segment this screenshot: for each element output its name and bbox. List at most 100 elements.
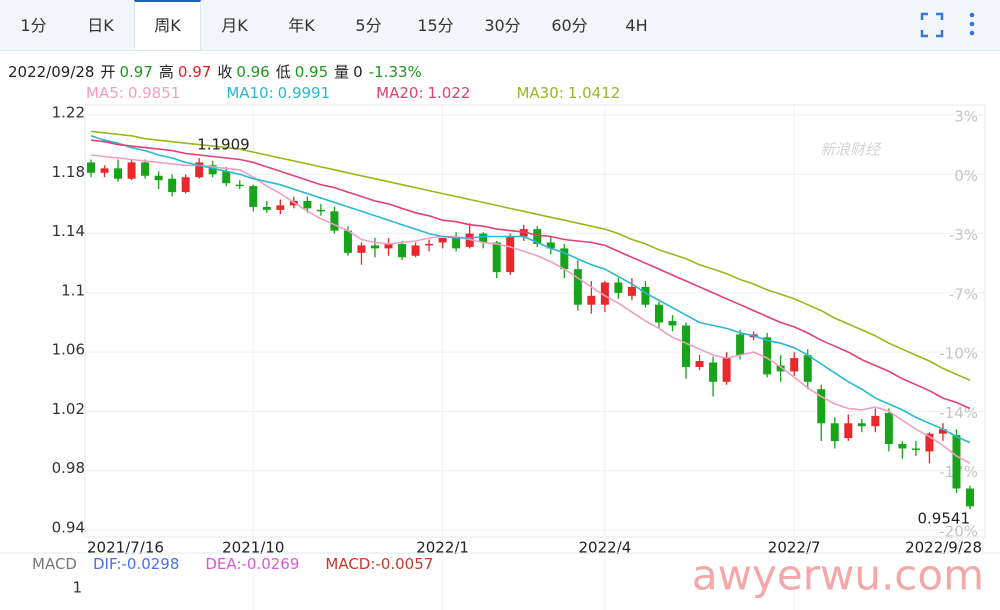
more-icon-dot bbox=[969, 21, 975, 27]
y2-tick-label: -10% bbox=[939, 345, 978, 363]
info-value: 0 bbox=[353, 63, 363, 81]
candle-body bbox=[803, 355, 812, 382]
plot-frame bbox=[84, 104, 986, 538]
legend-value: 1.0412 bbox=[567, 84, 621, 102]
ma-line bbox=[90, 135, 971, 444]
candle-body bbox=[398, 243, 407, 258]
tab[interactable]: 1分 bbox=[20, 16, 47, 35]
tab[interactable]: 15分 bbox=[417, 16, 454, 35]
tab[interactable]: 60分 bbox=[551, 16, 588, 35]
macd-tick-label: 1 bbox=[72, 579, 82, 597]
candle-body bbox=[722, 358, 731, 382]
quote-info: 2022/09/28 开 0.97 高 0.97 收 0.96 低 0.95 量 0 -1.33% bbox=[8, 61, 428, 82]
ma-line bbox=[90, 139, 971, 410]
tab[interactable]: 4H bbox=[625, 16, 648, 35]
candle-body bbox=[709, 362, 718, 382]
info-value: 0.95 bbox=[294, 63, 329, 81]
macd-title: MACD bbox=[32, 555, 77, 573]
x-tick-label: 2022/4 bbox=[578, 539, 631, 557]
candle-body bbox=[208, 165, 217, 175]
legend-name: MA10: bbox=[226, 84, 274, 102]
candle-body bbox=[587, 295, 596, 305]
y-tick-label: 1.22 bbox=[52, 104, 85, 122]
candle-body bbox=[506, 236, 515, 273]
y2-tick-label: -17% bbox=[939, 463, 978, 481]
candle-body bbox=[303, 200, 312, 209]
toolbar-icons bbox=[920, 12, 975, 38]
macd-name: MACD: bbox=[325, 555, 376, 573]
candle-body bbox=[871, 415, 880, 427]
fullscreen-icon[interactable] bbox=[920, 12, 944, 38]
tab[interactable]: 年K bbox=[288, 16, 315, 35]
candle-body bbox=[425, 243, 434, 246]
candle-body bbox=[370, 245, 379, 249]
info-label: 高 bbox=[158, 63, 174, 81]
legend-name: MA30: bbox=[516, 84, 564, 102]
y2-tick-label: -14% bbox=[939, 404, 978, 422]
tab[interactable]: 5分 bbox=[355, 16, 382, 35]
watermark: 新浪财经 bbox=[820, 141, 882, 159]
info-label: 开 bbox=[100, 63, 116, 81]
y2-tick-label: -7% bbox=[949, 285, 978, 303]
candle-body bbox=[600, 282, 609, 305]
candle-body bbox=[519, 229, 528, 237]
candle-body bbox=[749, 334, 758, 338]
macd-name: DEA: bbox=[205, 555, 242, 573]
info-value: 0.97 bbox=[177, 63, 212, 81]
x-tick-label: 2022/7 bbox=[768, 539, 821, 557]
macd-value: -0.0057 bbox=[375, 555, 434, 573]
candle-body bbox=[911, 448, 920, 450]
candle-body bbox=[195, 162, 204, 178]
y-tick-label: 0.94 bbox=[52, 519, 85, 537]
tab[interactable]: 日K bbox=[87, 16, 114, 35]
candle-body bbox=[465, 233, 474, 247]
y2-tick-label: 3% bbox=[954, 108, 978, 126]
ma-line bbox=[90, 154, 971, 465]
candle-body bbox=[438, 238, 447, 243]
candle-body bbox=[479, 233, 488, 243]
candle-body bbox=[316, 209, 325, 212]
candle-body bbox=[844, 423, 853, 439]
candle-body bbox=[857, 423, 866, 427]
more-icon[interactable] bbox=[969, 12, 975, 18]
candle-body bbox=[330, 211, 339, 231]
ma-legend: MA5: 0.9851 MA10: 0.9991 MA20: 1.022 MA30: 1.04… bbox=[86, 84, 620, 102]
high-label: 1.1909 bbox=[197, 136, 250, 154]
candle-body bbox=[830, 423, 839, 442]
legend-value: 0.9991 bbox=[277, 84, 331, 102]
x-tick-label: 2021/7/16 bbox=[87, 539, 164, 557]
candle-body bbox=[141, 162, 150, 176]
candle-body bbox=[222, 171, 231, 184]
info-label: 收 bbox=[217, 63, 233, 81]
info-value: 0.96 bbox=[236, 63, 270, 81]
candle-body bbox=[736, 334, 745, 356]
candle-body bbox=[289, 200, 298, 206]
date: 2022/09/28 bbox=[8, 63, 95, 81]
candle-body bbox=[262, 206, 271, 210]
candle-body bbox=[114, 168, 123, 179]
tab[interactable]: 周K bbox=[134, 0, 201, 50]
candle-body bbox=[925, 433, 934, 452]
candle-body bbox=[884, 412, 893, 445]
candle-body bbox=[641, 286, 650, 305]
tab[interactable]: 月K bbox=[221, 16, 248, 35]
tab[interactable]: 30分 bbox=[484, 16, 521, 35]
tab-bar: 1分 日K 周K 月K 年K 5分 15分 30分 60分 4H bbox=[0, 0, 1000, 51]
info-label: 低 bbox=[275, 63, 291, 81]
candle-body bbox=[776, 365, 785, 372]
candle-body bbox=[668, 321, 677, 326]
candle-body bbox=[952, 435, 961, 489]
candle-body bbox=[695, 361, 704, 367]
x-tick-label: 2021/10 bbox=[222, 539, 284, 557]
info-value: -1.33% bbox=[368, 63, 422, 81]
candle-body bbox=[235, 184, 244, 187]
candle-body bbox=[154, 175, 163, 181]
candle-body bbox=[654, 304, 663, 323]
candle-body bbox=[817, 389, 826, 424]
candle-body bbox=[100, 168, 109, 173]
candle-body bbox=[492, 242, 501, 273]
candle-body bbox=[343, 230, 352, 253]
candle-body bbox=[573, 269, 582, 305]
macd-name: DIF: bbox=[92, 555, 122, 573]
legend-name: MA5: bbox=[86, 84, 124, 102]
